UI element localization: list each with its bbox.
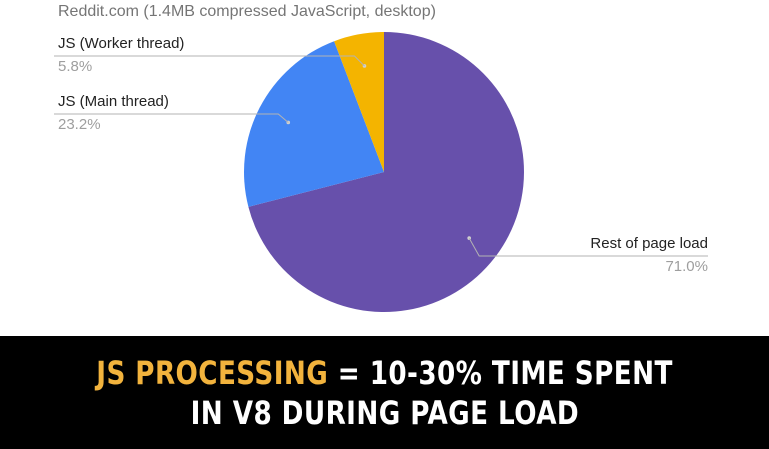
leader-line (468, 237, 708, 257)
pie-chart: Reddit.com (1.4MB compressed JavaScript,… (54, 3, 708, 312)
chart-title: Reddit.com (1.4MB compressed JavaScript,… (58, 3, 436, 20)
pie-slice-rest-of-page-load (248, 32, 525, 312)
banner-line-1: JS PROCESSING = 10-30% TIME SPENT (96, 353, 672, 393)
caption-banner: JS PROCESSING = 10-30% TIME SPENT IN V8 … (0, 336, 769, 449)
pie-slice-js-worker-thread (334, 32, 384, 172)
leader-line (54, 55, 365, 67)
slice-percent-label: 23.2% (58, 116, 101, 133)
banner-line-1-text: = 10-30% TIME SPENT (328, 353, 673, 392)
banner-highlight: JS PROCESSING (96, 353, 329, 392)
slice-label: Rest of page load (590, 235, 708, 252)
pie-chart-svg: Rest of page load 71.0% JS (Main thread) 23… (54, 32, 708, 312)
slice-label: JS (Main thread) (58, 93, 169, 110)
banner-line-2: IN V8 DURING PAGE LOAD (190, 393, 579, 432)
leader-line (54, 113, 289, 123)
slice-percent-label: 5.8% (58, 58, 92, 75)
pie-slice-js-main-thread (244, 41, 384, 207)
slice-label: JS (Worker thread) (58, 35, 184, 52)
slice-percent-label: 71.0% (665, 258, 708, 275)
